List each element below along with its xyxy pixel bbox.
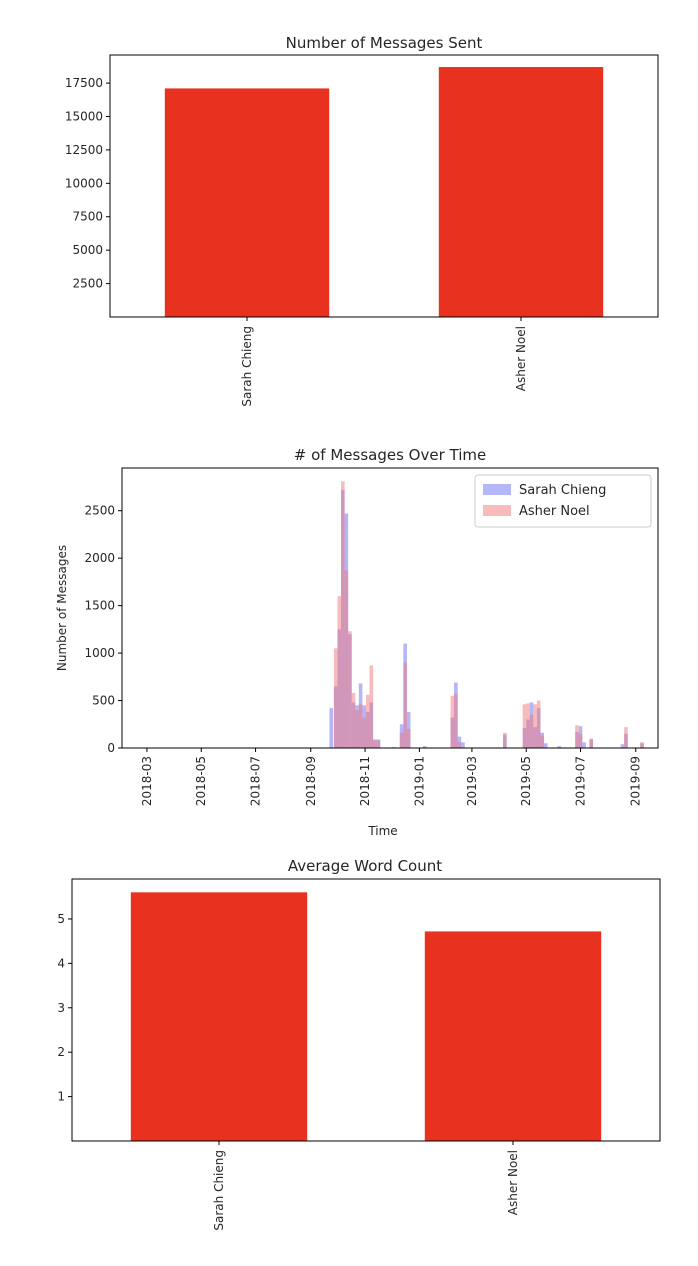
hist-bar-sarah-chieng [544,743,548,748]
hist-bar-sarah-chieng [582,742,586,748]
messages-over-time-plot-frame [121,467,659,749]
hist-bar-asher-noel [450,695,455,748]
legend-label-asher: Asher Noel [519,504,590,519]
hist-bar-asher-noel [362,717,366,748]
y-tick-label: 2500 [84,504,115,518]
hist-bar-asher-noel [526,703,530,748]
hist-bar-asher-noel [522,704,527,748]
y-tick-label: 2000 [84,551,115,565]
legend-swatch-asher [483,505,511,516]
hist-bar-sarah-chieng [457,736,462,748]
legend-label-sarah: Sarah Chieng [519,483,606,498]
y-tick-label: 0 [107,741,115,755]
hist-bar-asher-noel [355,710,359,748]
hist-bar-asher-noel [529,714,534,748]
hist-bar-asher-noel [369,665,374,748]
y-tick-label: 7500 [72,210,103,224]
x-tick-label: 2019-01 [412,756,426,806]
hist-bar-asher-noel [365,694,370,748]
hist-bar-asher-noel [403,662,407,748]
y-axis-label: Number of Messages [55,545,69,671]
y-tick-label: 5 [57,912,65,926]
hist-bar-sarah-chieng [557,746,561,748]
y-tick-label: 10000 [65,176,103,190]
y-tick-label: 15000 [65,109,103,123]
hist-bar-asher-noel [344,570,349,748]
messages-over-time-chart: # of Messages Over Time 0 500 1000 1500 2000… [55,446,659,838]
hist-bar-asher-noel [457,742,462,748]
hist-bar-asher-noel [533,704,537,748]
average-word-count-title: Average Word Count [288,857,442,875]
x-tick-label: 2018-09 [304,756,318,806]
hist-bar-sarah-chieng [461,742,465,748]
hist-bar-asher-noel [341,481,345,748]
x-tick-label: 2019-03 [465,756,479,806]
y-tick-label: 1 [57,1090,65,1104]
hist-bar-asher-noel [376,740,381,748]
y-tick-label: 2 [57,1045,65,1059]
x-axis-label: Time [367,824,397,838]
x-tick-label: 2018-03 [140,756,154,806]
y-tick-label: 12500 [65,143,103,157]
bar-asher-noel [424,931,602,1141]
messages-sent-plot-frame [109,54,659,318]
messages-sent-title: Number of Messages Sent [286,34,483,52]
y-tick-label: 500 [92,694,115,708]
bar-sarah-chieng [130,892,308,1141]
y-tick-label: 1500 [84,599,115,613]
y-tick-label: 5000 [72,243,103,257]
x-tick-label: 2018-05 [194,756,208,806]
hist-bar-asher-noel [399,732,404,748]
messages-over-time-title: # of Messages Over Time [294,446,486,464]
hist-bar-asher-noel [333,648,338,748]
messages-sent-chart: Number of Messages Sent 2500 5000 7500 1000… [65,34,659,407]
hist-bar-asher-noel [540,735,545,748]
legend-box [474,474,652,528]
y-tick-label: 3 [57,1001,65,1015]
bar-sarah-chieng [164,88,330,317]
y-tick-label: 4 [57,956,65,970]
hist-bar-sarah-chieng [329,708,334,748]
hist-bar-sarah-chieng [620,744,625,748]
x-tick-label: 2019-05 [519,756,533,806]
hist-bar-asher-noel [536,700,541,748]
legend: Sarah Chieng Asher Noel [474,474,652,528]
x-tick-label: Asher Noel [514,326,528,391]
average-word-count-plot-frame [71,878,661,1142]
legend-swatch-sarah [483,484,511,495]
hist-bar-asher-noel [640,742,644,748]
hist-bar-sarah-chieng [422,746,427,748]
series-sarah-chieng [329,489,644,748]
x-tick-label: Sarah Chieng [240,326,254,407]
hist-bar-asher-noel [337,596,342,748]
hist-bar-asher-noel [351,692,356,748]
hist-bar-asher-noel [578,733,583,748]
x-tick-label: 2019-09 [629,756,643,806]
x-tick-label: Asher Noel [506,1150,520,1215]
hist-bar-asher-noel [358,704,363,748]
hist-bar-asher-noel [589,738,594,748]
series-asher-noel [333,481,644,748]
x-tick-label: 2018-11 [358,756,372,806]
y-tick-label: 17500 [65,76,103,90]
hist-bar-asher-noel [575,725,579,748]
y-tick-label: 2500 [72,277,103,291]
hist-bar-asher-noel [373,740,377,748]
x-tick-label: 2019-07 [574,756,588,806]
hist-bar-asher-noel [503,732,507,748]
hist-bar-asher-noel [454,693,458,748]
average-word-count-chart: Average Word Count 1 2 3 4 5 Sarah Chieng Ash… [57,857,661,1231]
x-tick-label: 2018-07 [249,756,263,806]
y-tick-label: 1000 [84,646,115,660]
hist-bar-asher-noel [406,729,411,748]
hist-bar-asher-noel [348,631,352,748]
hist-bar-asher-noel [624,727,628,748]
bar-asher-noel [438,67,604,317]
x-tick-label: Sarah Chieng [212,1150,226,1231]
